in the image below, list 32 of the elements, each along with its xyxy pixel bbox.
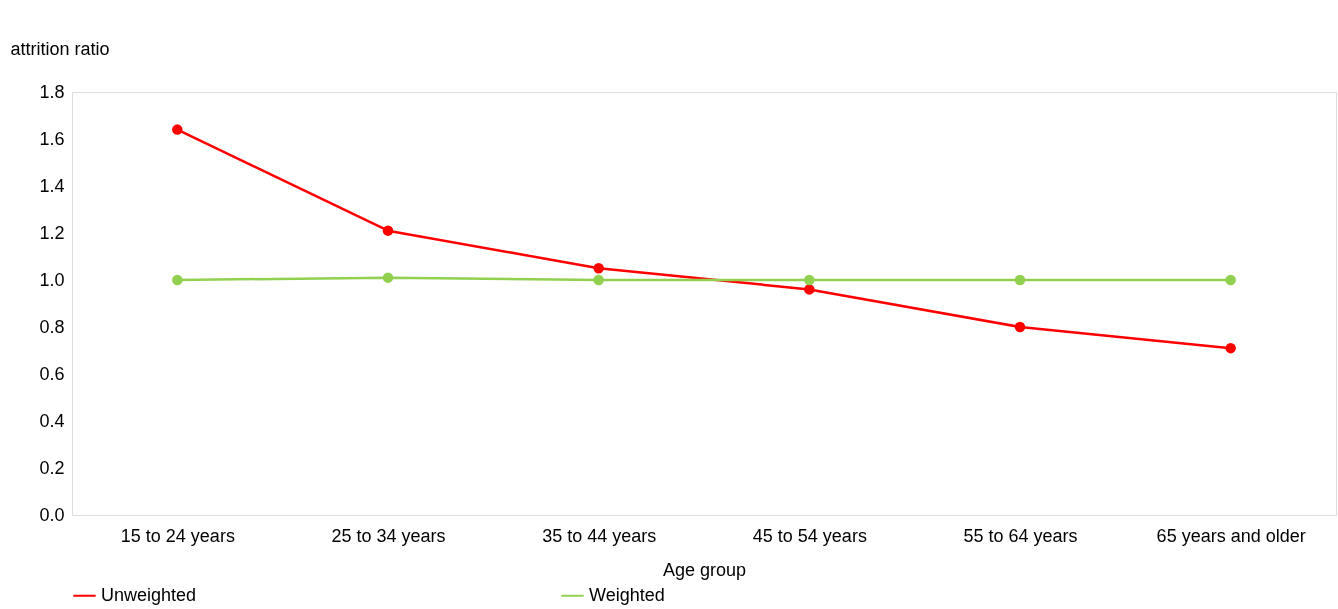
point [804,284,815,295]
point [593,274,604,286]
point [172,124,183,135]
y-tick-label: 0.4 [39,410,65,431]
point [593,263,604,274]
y-tick-label: 1.8 [39,81,65,102]
y-tick-label: 0.8 [39,316,65,337]
y-tick-label: 1.4 [39,175,65,196]
legend-label: Unweighted [101,584,197,605]
y-tick-label: 1.2 [39,222,65,243]
x-tick-label: 55 to 64 years [963,525,1078,546]
point [1225,274,1236,286]
x-axis-title: Age group [662,559,747,580]
x-tick-label: 35 to 44 years [542,525,657,546]
x-tick-label: 65 years and older [1156,525,1306,546]
x-tick-label: 45 to 54 years [752,525,867,546]
x-tick-label: 15 to 24 years [120,525,235,546]
y-tick-label: 1.6 [39,128,65,149]
y-tick-label: 0.6 [39,363,65,384]
point [382,225,394,236]
point [172,274,183,286]
y-tick-label: 0.0 [39,504,65,525]
point [1014,321,1026,333]
y-axis-title: attrition ratio [10,38,110,59]
point [1225,342,1236,354]
y-tick-label: 0.2 [39,457,65,478]
point [804,274,815,286]
legend-label: Weighted [589,584,665,605]
point [382,272,394,283]
point [1014,274,1026,286]
y-tick-label: 1.0 [39,269,65,290]
x-tick-label: 25 to 34 years [331,525,446,546]
